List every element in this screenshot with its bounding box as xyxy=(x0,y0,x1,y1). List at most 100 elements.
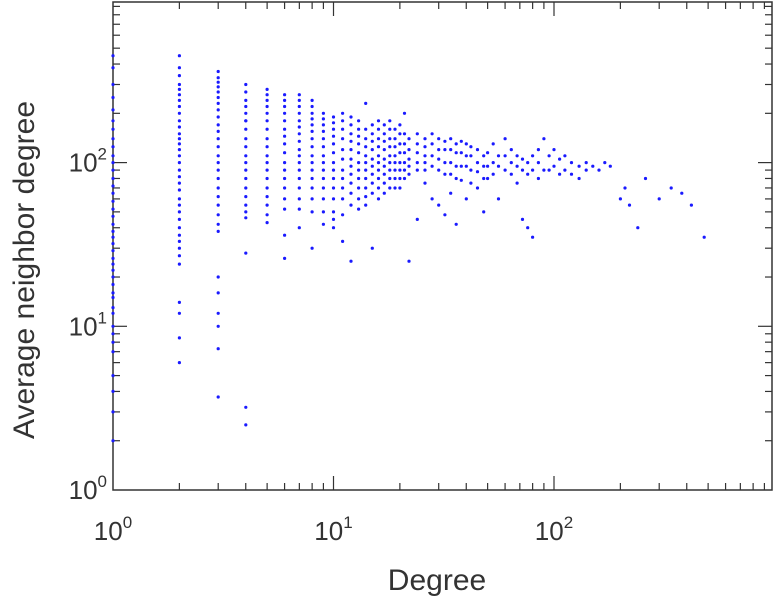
data-point xyxy=(331,142,336,146)
data-point xyxy=(491,142,495,146)
data-point xyxy=(370,139,374,143)
data-point xyxy=(177,246,181,250)
data-point xyxy=(382,157,386,161)
data-point xyxy=(341,137,345,141)
data-point xyxy=(437,168,441,172)
data-point xyxy=(310,98,314,102)
data-point xyxy=(177,148,181,152)
data-point xyxy=(310,246,314,250)
data-point xyxy=(515,181,519,185)
data-point xyxy=(331,197,336,201)
data-point xyxy=(382,172,386,176)
data-point xyxy=(283,176,287,181)
data-point xyxy=(482,210,486,214)
data-point xyxy=(283,127,287,131)
data-point xyxy=(283,207,287,211)
data-point xyxy=(177,254,181,258)
data-point xyxy=(177,54,181,58)
data-point xyxy=(111,154,115,158)
data-point xyxy=(111,145,115,149)
data-point xyxy=(376,127,381,131)
data-point xyxy=(111,295,115,300)
data-point xyxy=(398,168,402,172)
data-point xyxy=(341,168,345,172)
data-point xyxy=(520,168,525,172)
data-point xyxy=(177,175,181,179)
data-point xyxy=(475,161,480,165)
data-point xyxy=(341,119,345,123)
data-point xyxy=(321,176,325,181)
data-point xyxy=(370,191,374,195)
data-point xyxy=(423,161,427,165)
data-point xyxy=(509,172,513,176)
data-point xyxy=(216,347,220,351)
data-point xyxy=(265,176,269,181)
data-point xyxy=(376,186,381,190)
data-point xyxy=(244,145,248,149)
data-point xyxy=(364,154,368,158)
data-point xyxy=(177,233,181,237)
data-point xyxy=(216,195,220,199)
data-point xyxy=(370,123,374,127)
data-point xyxy=(349,115,353,119)
data-point xyxy=(382,132,386,136)
data-point xyxy=(265,87,269,91)
data-point xyxy=(297,207,301,211)
data-point xyxy=(216,222,220,226)
data-point xyxy=(469,168,473,172)
data-point xyxy=(216,129,220,133)
data-point xyxy=(443,161,447,165)
data-point xyxy=(430,154,434,158)
data-point xyxy=(111,199,115,203)
data-point xyxy=(393,127,397,131)
data-point xyxy=(111,306,115,310)
data-point xyxy=(393,168,397,172)
data-point xyxy=(357,168,361,172)
data-point xyxy=(349,181,353,185)
data-point xyxy=(520,157,525,161)
data-point xyxy=(177,104,181,109)
data-point xyxy=(388,145,392,149)
data-point xyxy=(341,239,345,243)
data-point xyxy=(310,123,314,127)
data-point xyxy=(321,210,325,214)
data-point xyxy=(321,161,325,165)
data-point xyxy=(244,104,248,109)
axis-ticks xyxy=(113,2,772,490)
data-point xyxy=(577,164,581,168)
data-point xyxy=(341,176,345,181)
data-point xyxy=(283,98,287,102)
data-point xyxy=(475,170,480,174)
data-point xyxy=(526,172,530,176)
data-point xyxy=(618,197,623,201)
data-point xyxy=(111,268,115,272)
data-point xyxy=(341,213,345,217)
data-point xyxy=(398,161,402,165)
data-point xyxy=(469,145,473,149)
data-point xyxy=(469,181,473,185)
data-point xyxy=(393,154,397,158)
data-point xyxy=(111,127,115,131)
data-point xyxy=(265,186,269,190)
data-point xyxy=(331,186,336,190)
data-point xyxy=(597,168,601,172)
data-point xyxy=(388,168,392,172)
data-point xyxy=(370,132,374,136)
data-point xyxy=(464,164,468,168)
data-point xyxy=(321,186,325,190)
data-point xyxy=(503,154,507,158)
data-point xyxy=(321,123,325,127)
data-point xyxy=(111,222,115,226)
data-point xyxy=(491,161,495,165)
data-point xyxy=(216,108,220,112)
data-point xyxy=(364,101,368,105)
data-point xyxy=(486,176,490,181)
data-point xyxy=(177,66,181,70)
data-point xyxy=(349,157,353,161)
data-point xyxy=(464,154,468,158)
data-point xyxy=(491,172,495,176)
data-point xyxy=(382,181,386,185)
data-point xyxy=(552,148,556,152)
data-point xyxy=(349,148,353,152)
data-point xyxy=(509,161,513,165)
